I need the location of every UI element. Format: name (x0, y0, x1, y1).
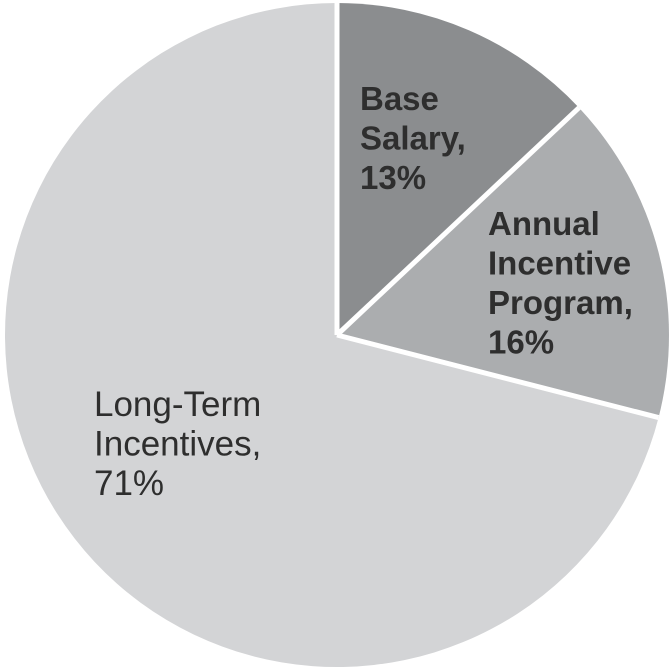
pie-slice-long-term-incentives (5, 3, 659, 667)
pie-label-line: Long-Term (94, 385, 261, 424)
pie-label-line: Incentive (488, 245, 631, 282)
pie-label-line: Annual (488, 205, 600, 242)
pie-label-long-term-incentives: Long-Term Incentives, 71% (94, 385, 261, 503)
pie-slice-separator-2 (335, 105, 581, 337)
pie-label-line: 13% (360, 159, 426, 196)
pie-label-line: Program, (488, 284, 633, 321)
pie-label-annual-incentive-program: Annual Incentive Program, 16% (488, 205, 633, 361)
pie-label-line: 16% (488, 324, 554, 361)
pie-slice-separator-3 (336, 332, 660, 420)
pie-label-line: Incentives, (94, 425, 261, 464)
pie-slice-base-salary (337, 3, 580, 335)
pie-slice-annual-incentive-program (337, 107, 670, 418)
pie-label-line: Salary, (360, 120, 466, 157)
pie-label-line: 71% (94, 464, 164, 503)
pie-label-line: Base (360, 80, 439, 117)
pie-label-base-salary: Base Salary, 13% (360, 80, 466, 196)
